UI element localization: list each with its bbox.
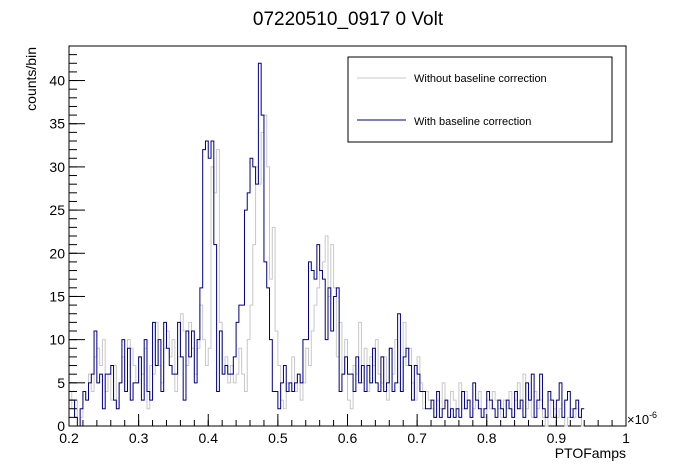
series-without-baseline-line	[69, 114, 585, 427]
legend-box	[347, 56, 613, 143]
x-tick-label: 0.3	[129, 430, 149, 446]
y-tick-label: 35	[49, 116, 65, 132]
legend-label-without-baseline: Without baseline correction	[414, 73, 547, 85]
x-tick-label: 0.7	[407, 430, 427, 446]
legend: Without baseline correction With baselin…	[347, 56, 613, 143]
y-tick-label: 5	[57, 375, 65, 391]
y-tick-label: 30	[49, 159, 65, 175]
y-tick-label: 20	[49, 245, 65, 261]
chart-title: 07220510_0917 0 Volt	[253, 9, 444, 30]
x-axis-multiplier: ×10-6	[627, 410, 657, 427]
series-layer	[69, 62, 585, 427]
y-tick-label: 15	[49, 288, 65, 304]
x-tick-label: 0.9	[547, 430, 567, 446]
x-tick-label: 0.8	[477, 430, 497, 446]
x-axis-multiplier-exponent: -6	[649, 410, 657, 420]
x-tick-label: 0.2	[59, 430, 79, 446]
x-axis-multiplier-base: ×10	[627, 412, 649, 427]
axes-layer: 0.2 0.3 0.4 0.5 0.6 0.7 0.8 0.9 1051015202530354…	[49, 45, 630, 446]
legend-label-with-baseline: With baseline correction	[414, 116, 531, 128]
y-tick-label: 0	[57, 418, 65, 434]
series-with-baseline-line	[69, 62, 585, 427]
x-tick-label: 0.6	[338, 430, 358, 446]
y-tick-label: 40	[49, 73, 65, 89]
x-axis-label: PTOFamps	[555, 445, 626, 461]
x-tick-label: 0.5	[268, 430, 288, 446]
x-tick-label: 1	[622, 430, 630, 446]
y-tick-label: 25	[49, 202, 65, 218]
y-axis-label: counts/bin	[23, 47, 39, 111]
y-tick-label: 10	[49, 332, 65, 348]
x-tick-label: 0.4	[199, 430, 219, 446]
